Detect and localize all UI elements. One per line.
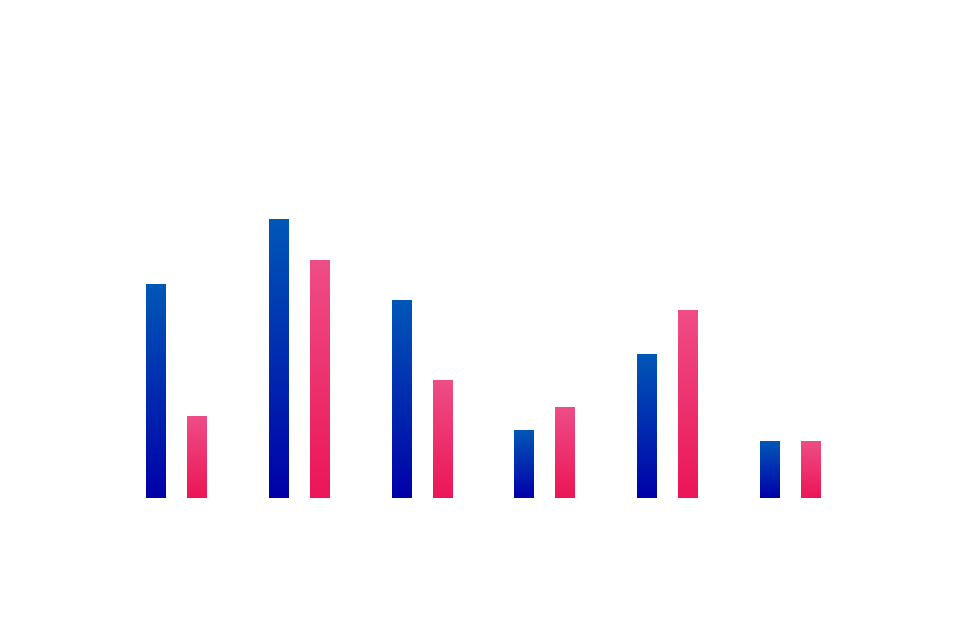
bar-series-1-group-2 bbox=[269, 219, 289, 498]
bars-layer bbox=[146, 219, 821, 498]
bar-series-2-group-5 bbox=[678, 310, 698, 498]
bar-series-2-group-2 bbox=[310, 260, 330, 498]
bar-series-2-group-1 bbox=[187, 416, 207, 498]
bar-series-1-group-5 bbox=[637, 354, 657, 498]
bar-series-1-group-4 bbox=[514, 430, 534, 498]
bar-series-2-group-3 bbox=[433, 380, 453, 498]
bar-series-1-group-3 bbox=[392, 300, 412, 498]
bar-series-2-group-4 bbox=[555, 407, 575, 498]
bar-series-1-group-1 bbox=[146, 284, 166, 498]
bar-series-2-group-6 bbox=[801, 441, 821, 498]
bar-series-1-group-6 bbox=[760, 441, 780, 498]
